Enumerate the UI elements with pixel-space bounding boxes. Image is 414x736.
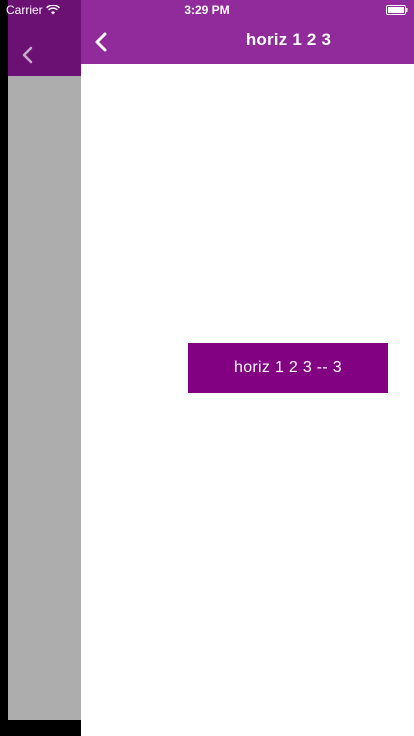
current-page-view: horiz 1 2 3 horiz 1 2 3 -- 3 (81, 0, 414, 736)
carrier-label: Carrier (6, 3, 43, 17)
page-title: horiz 1 2 3 (245, 30, 332, 49)
wifi-icon (45, 5, 60, 15)
previous-page-header (8, 0, 81, 76)
status-time: 3:29 PM (184, 3, 230, 17)
chevron-left-icon[interactable] (93, 31, 109, 53)
navigation-bar: horiz 1 2 3 (81, 0, 414, 64)
chevron-left-icon (22, 46, 33, 64)
carrier-indicator: Carrier (6, 3, 60, 17)
status-bar: Carrier 3:29 PM (0, 0, 414, 20)
horiz-3-button[interactable]: horiz 1 2 3 -- 3 (188, 343, 388, 393)
previous-page-view (8, 0, 81, 720)
battery-icon (386, 5, 408, 15)
